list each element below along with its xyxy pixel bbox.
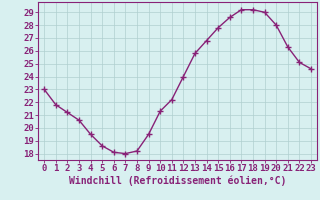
X-axis label: Windchill (Refroidissement éolien,°C): Windchill (Refroidissement éolien,°C) bbox=[69, 176, 286, 186]
